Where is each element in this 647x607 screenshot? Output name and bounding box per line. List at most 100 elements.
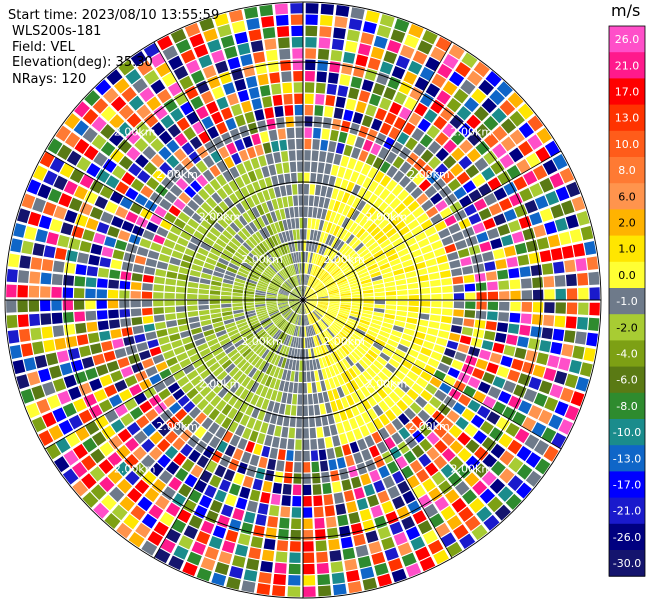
range-gate	[417, 409, 431, 422]
range-gate	[120, 366, 134, 378]
range-gate	[389, 232, 401, 243]
colorbar-cell	[609, 104, 645, 132]
range-gate	[357, 187, 367, 199]
range-gate	[46, 231, 59, 246]
range-gate	[306, 291, 315, 298]
range-gate	[189, 406, 201, 419]
range-gate	[209, 227, 221, 238]
range-gate	[212, 136, 225, 149]
range-gate	[303, 240, 307, 251]
range-gate	[296, 416, 302, 428]
range-gate	[110, 96, 127, 112]
range-gate	[348, 253, 358, 262]
range-gate	[307, 218, 312, 229]
range-gate	[284, 358, 290, 370]
range-gate	[283, 268, 290, 278]
range-gate	[389, 101, 402, 116]
range-gate	[317, 303, 328, 307]
range-gate	[384, 281, 396, 287]
range-gate	[310, 371, 316, 382]
range-gate	[181, 382, 194, 394]
range-gate	[373, 35, 388, 49]
range-gate	[268, 164, 277, 176]
range-gate	[255, 290, 266, 294]
range-gate	[554, 217, 568, 232]
range-gate	[278, 332, 286, 343]
range-gate	[159, 511, 175, 527]
range-gate	[451, 359, 464, 371]
range-gate	[544, 302, 555, 314]
range-gate	[285, 116, 294, 128]
range-gate	[237, 462, 248, 475]
range-gate	[64, 132, 81, 148]
range-gate	[364, 352, 375, 363]
range-gate	[214, 561, 230, 576]
range-gate	[119, 309, 131, 318]
range-gate	[336, 422, 345, 434]
range-gate	[283, 93, 293, 105]
range-gate	[179, 75, 194, 90]
range-gate	[305, 302, 314, 310]
range-gate	[418, 453, 432, 467]
range-gate	[128, 353, 141, 365]
range-gate	[408, 306, 419, 313]
range-gate	[146, 177, 160, 190]
range-gate	[365, 104, 377, 117]
range-gate	[260, 317, 270, 324]
range-gate	[303, 263, 305, 274]
range-gate	[341, 384, 350, 396]
range-gate	[358, 271, 370, 279]
range-gate	[299, 286, 303, 297]
range-gate	[314, 284, 324, 291]
range-gate	[299, 315, 302, 326]
range-gate	[327, 390, 335, 402]
range-gate	[291, 302, 300, 310]
range-gate	[237, 533, 251, 546]
range-gate	[303, 251, 306, 263]
colorbar-tick: -30.0	[613, 557, 641, 570]
range-gate	[224, 46, 238, 59]
range-gate	[317, 60, 329, 72]
range-gate	[193, 258, 205, 267]
range-gate	[339, 74, 351, 86]
range-gate	[417, 118, 431, 133]
range-gate	[372, 417, 384, 430]
range-gate	[119, 389, 133, 402]
range-gate	[355, 54, 369, 67]
range-gate	[31, 385, 45, 400]
range-gate	[305, 70, 315, 82]
range-gate	[228, 518, 242, 532]
range-gate	[296, 287, 302, 297]
range-gate	[229, 193, 240, 205]
range-gate	[261, 445, 271, 458]
range-gate	[462, 180, 477, 194]
range-gate	[265, 388, 273, 400]
range-gate	[473, 430, 488, 445]
range-gate	[75, 264, 87, 276]
range-gate	[24, 226, 37, 241]
range-gate	[134, 121, 149, 136]
range-gate	[307, 314, 312, 325]
range-gate	[363, 293, 374, 297]
range-gate	[154, 548, 171, 564]
range-gate	[116, 461, 131, 477]
range-gate	[303, 563, 315, 575]
range-gate	[370, 210, 381, 222]
range-gate	[317, 291, 328, 296]
range-gate	[412, 255, 425, 264]
range-gate	[295, 127, 303, 138]
range-gate	[60, 222, 74, 236]
range-gate	[317, 438, 326, 450]
range-gate	[23, 357, 37, 372]
range-gate	[325, 186, 334, 198]
range-gate	[265, 238, 273, 249]
range-gate	[65, 432, 81, 448]
range-gate	[354, 262, 365, 270]
range-gate	[565, 214, 579, 229]
range-gate	[278, 303, 289, 307]
range-gate	[368, 93, 382, 107]
range-gate	[380, 326, 392, 334]
range-gate	[209, 290, 221, 295]
range-gate	[190, 464, 204, 478]
range-gate	[431, 471, 446, 486]
